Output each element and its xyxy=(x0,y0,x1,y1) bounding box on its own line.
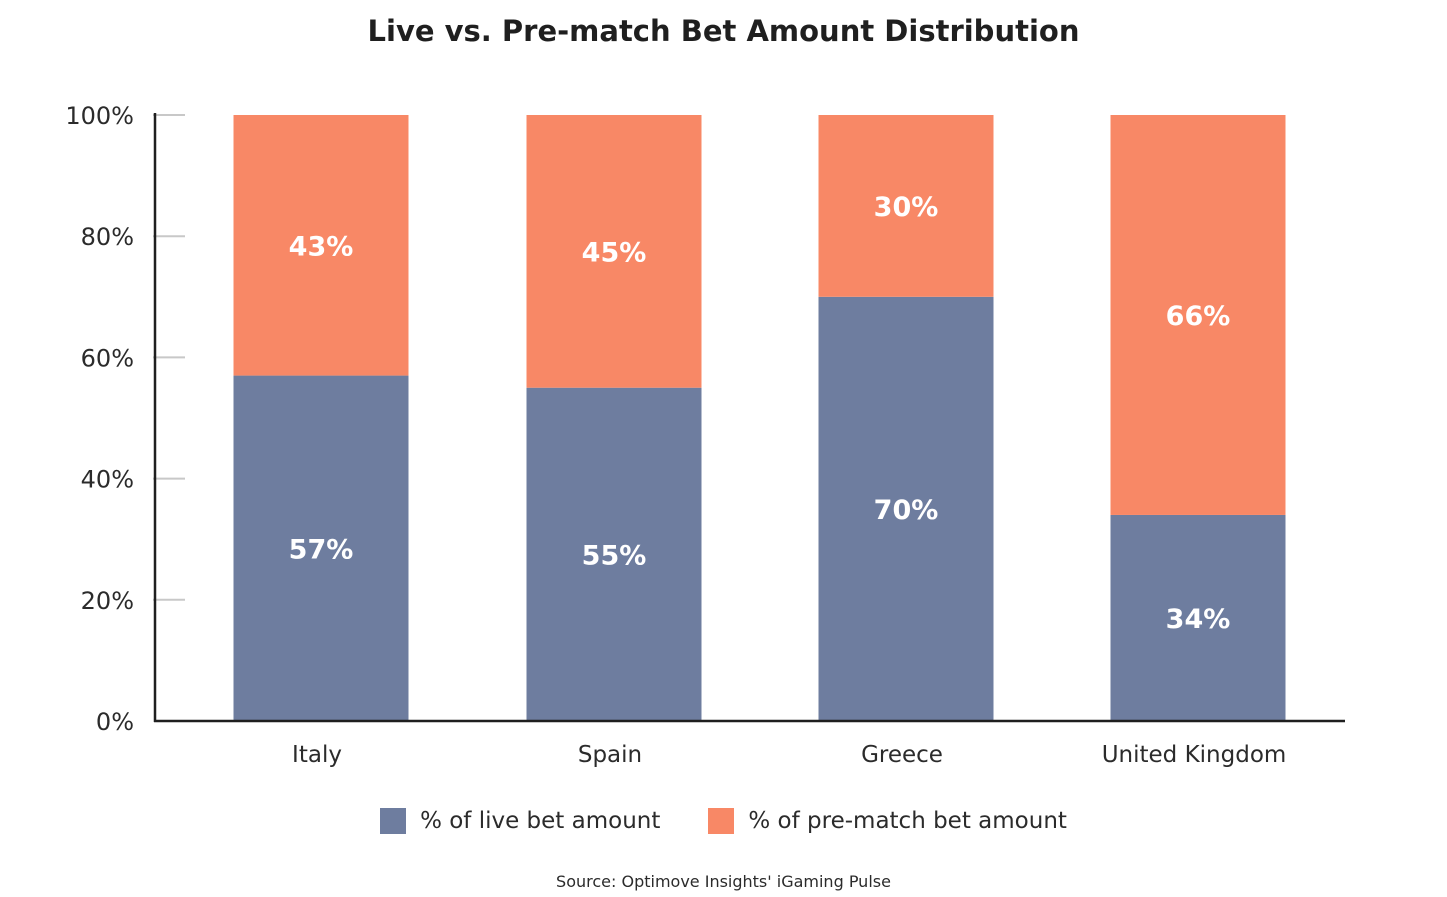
data-label-prematch-greece: 30% xyxy=(874,192,939,223)
data-label-live-spain: 55% xyxy=(582,540,647,571)
legend-label-prematch: % of pre-match bet amount xyxy=(748,808,1067,834)
bar-live-spain xyxy=(526,387,702,721)
bar-prematch-greece xyxy=(818,115,994,297)
y-tick-label: 20% xyxy=(81,587,134,615)
bar-live-italy xyxy=(233,375,409,721)
bar-prematch-united-kingdom xyxy=(1110,115,1286,515)
data-label-prematch-spain: 45% xyxy=(582,237,647,268)
source-note: Source: Optimove Insights' iGaming Pulse xyxy=(556,872,891,891)
y-tick-label: 0% xyxy=(96,708,134,736)
y-tick-label: 100% xyxy=(65,102,134,130)
data-label-live-united-kingdom: 34% xyxy=(1166,604,1231,635)
x-tick-label-italy: Italy xyxy=(292,742,342,768)
bar-prematch-spain xyxy=(526,115,702,388)
legend-swatch-live xyxy=(380,808,407,834)
bar-prematch-italy xyxy=(233,115,409,376)
data-label-live-greece: 70% xyxy=(874,495,939,526)
bar-live-greece xyxy=(818,296,994,721)
data-label-live-italy: 57% xyxy=(289,534,354,565)
y-tick-label: 80% xyxy=(81,223,134,251)
x-tick-label-spain: Spain xyxy=(578,742,642,768)
legend: % of live bet amount % of pre-match bet … xyxy=(0,808,1447,834)
legend-label-live: % of live bet amount xyxy=(420,808,661,834)
y-tick-label: 60% xyxy=(81,344,134,372)
legend-swatch-prematch xyxy=(708,808,735,834)
x-tick-label-united-kingdom: United Kingdom xyxy=(1102,742,1287,768)
data-label-prematch-italy: 43% xyxy=(289,231,354,262)
x-tick-label-greece: Greece xyxy=(861,742,943,768)
data-label-prematch-united-kingdom: 66% xyxy=(1166,301,1231,332)
bar-live-united-kingdom xyxy=(1110,514,1286,721)
chart-title: Live vs. Pre-match Bet Amount Distributi… xyxy=(367,14,1080,48)
legend-item-prematch: % of pre-match bet amount xyxy=(708,808,1067,834)
legend-item-live: % of live bet amount xyxy=(380,808,660,834)
y-tick-label: 40% xyxy=(81,466,134,494)
